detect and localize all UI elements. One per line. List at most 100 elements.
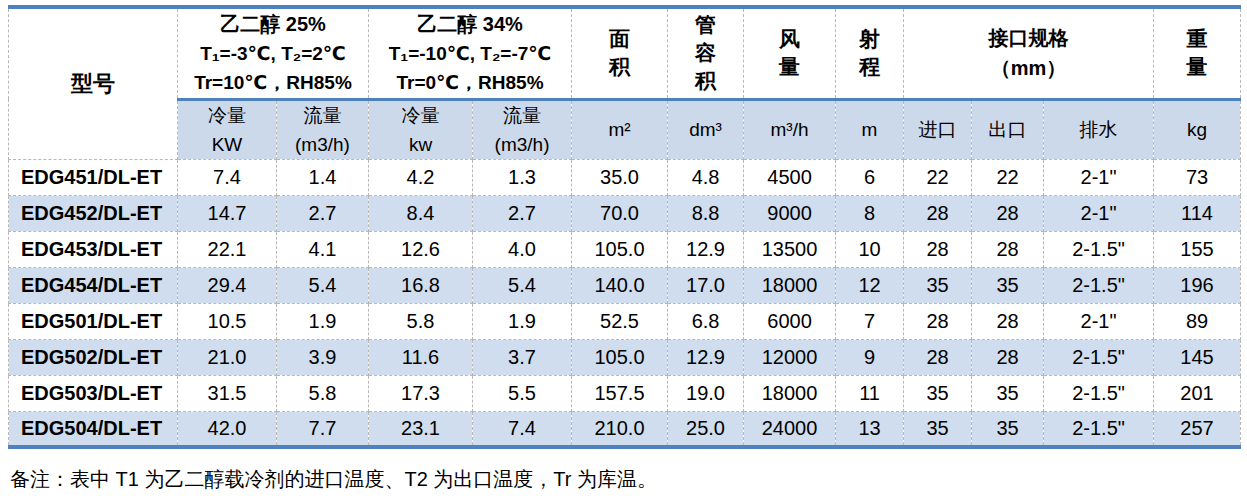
- data-cell: 11: [836, 375, 904, 411]
- table-row: EDG452/DL-ET14.72.78.42.770.08.890008282…: [9, 195, 1241, 231]
- subheader-inlet: 进口: [904, 99, 972, 159]
- glycol25-title: 乙二醇 25%: [178, 10, 368, 39]
- data-cell: 73: [1154, 159, 1241, 195]
- data-cell: 22: [904, 159, 972, 195]
- data-cell: 9: [836, 339, 904, 375]
- header-connection: 接口规格 （mm）: [904, 7, 1154, 99]
- data-cell: 35: [972, 375, 1044, 411]
- data-cell: 7.4: [178, 159, 277, 195]
- data-cell: 18000: [744, 267, 836, 303]
- subheader-outlet: 出口: [972, 99, 1044, 159]
- data-cell: 35: [972, 411, 1044, 447]
- spec-sheet: 型号 乙二醇 25% T₁=-3℃, T₂=2℃ Tr=10℃，RH85% 乙二…: [0, 0, 1247, 503]
- data-cell: 42.0: [178, 411, 277, 447]
- data-cell: 2-1.5": [1044, 231, 1154, 267]
- footnote: 备注：表中 T1 为乙二醇载冷剂的进口温度、T2 为出口温度，Tr 为库温。: [10, 466, 657, 493]
- data-cell: 28: [904, 339, 972, 375]
- data-cell: 28: [904, 303, 972, 339]
- model-cell: EDG501/DL-ET: [9, 303, 178, 339]
- model-cell: EDG503/DL-ET: [9, 375, 178, 411]
- data-cell: 114: [1154, 195, 1241, 231]
- data-cell: 2-1": [1044, 195, 1154, 231]
- data-cell: 13: [836, 411, 904, 447]
- data-cell: 2-1.5": [1044, 375, 1154, 411]
- data-cell: 6.8: [668, 303, 744, 339]
- data-cell: 35: [904, 267, 972, 303]
- subheader-cooling-34: 冷量 kw: [369, 99, 473, 159]
- data-cell: 157.5: [572, 375, 668, 411]
- data-cell: 210.0: [572, 411, 668, 447]
- model-cell: EDG504/DL-ET: [9, 411, 178, 447]
- data-cell: 201: [1154, 375, 1241, 411]
- header-area: 面 积: [572, 7, 668, 99]
- header-row-1: 型号 乙二醇 25% T₁=-3℃, T₂=2℃ Tr=10℃，RH85% 乙二…: [9, 7, 1241, 99]
- data-cell: 12000: [744, 339, 836, 375]
- glycol34-block: 乙二醇 34% T₁=-10℃, T₂=-7℃ Tr=0℃，RH85%: [369, 10, 571, 97]
- glycol25-block: 乙二醇 25% T₁=-3℃, T₂=2℃ Tr=10℃，RH85%: [178, 10, 368, 97]
- data-cell: 140.0: [572, 267, 668, 303]
- data-cell: 155: [1154, 231, 1241, 267]
- subheader-tube-unit: dm³: [668, 99, 744, 159]
- data-cell: 12.9: [668, 231, 744, 267]
- header-tube-volume: 管 容 积: [668, 7, 744, 99]
- data-cell: 17.0: [668, 267, 744, 303]
- data-cell: 21.0: [178, 339, 277, 375]
- data-cell: 2-1.5": [1044, 339, 1154, 375]
- data-cell: 196: [1154, 267, 1241, 303]
- data-cell: 5.5: [473, 375, 572, 411]
- glycol25-cond: Tr=10℃，RH85%: [178, 68, 368, 97]
- data-cell: 52.5: [572, 303, 668, 339]
- data-cell: 4.0: [473, 231, 572, 267]
- data-cell: 2.7: [277, 195, 369, 231]
- data-cell: 1.9: [277, 303, 369, 339]
- data-cell: 28: [972, 195, 1044, 231]
- data-cell: 35: [972, 267, 1044, 303]
- subheader-air-unit: m³/h: [744, 99, 836, 159]
- spec-table: 型号 乙二醇 25% T₁=-3℃, T₂=2℃ Tr=10℃，RH85% 乙二…: [8, 5, 1241, 449]
- data-cell: 2-1": [1044, 159, 1154, 195]
- subheader-weight-unit: kg: [1154, 99, 1241, 159]
- data-cell: 29.4: [178, 267, 277, 303]
- data-cell: 28: [972, 231, 1044, 267]
- data-cell: 3.7: [473, 339, 572, 375]
- subheader-flow-25: 流量 (m3/h): [277, 99, 369, 159]
- data-cell: 35.0: [572, 159, 668, 195]
- data-cell: 7: [836, 303, 904, 339]
- data-cell: 10: [836, 231, 904, 267]
- data-cell: 4.1: [277, 231, 369, 267]
- table-row: EDG454/DL-ET29.45.416.85.4140.017.018000…: [9, 267, 1241, 303]
- data-cell: 22.1: [178, 231, 277, 267]
- data-cell: 145: [1154, 339, 1241, 375]
- table-row: EDG504/DL-ET42.07.723.17.4210.025.024000…: [9, 411, 1241, 447]
- data-cell: 1.9: [473, 303, 572, 339]
- header-model: 型号: [9, 7, 178, 159]
- data-cell: 8.4: [369, 195, 473, 231]
- data-cell: 2.7: [473, 195, 572, 231]
- data-cell: 4.8: [668, 159, 744, 195]
- data-cell: 105.0: [572, 339, 668, 375]
- model-cell: EDG454/DL-ET: [9, 267, 178, 303]
- data-cell: 12.6: [369, 231, 473, 267]
- data-cell: 13500: [744, 231, 836, 267]
- data-cell: 31.5: [178, 375, 277, 411]
- data-cell: 5.8: [369, 303, 473, 339]
- data-cell: 10.5: [178, 303, 277, 339]
- data-cell: 23.1: [369, 411, 473, 447]
- data-cell: 3.9: [277, 339, 369, 375]
- table-body: EDG451/DL-ET7.41.44.21.335.04.8450062222…: [9, 159, 1241, 447]
- data-cell: 70.0: [572, 195, 668, 231]
- data-cell: 5.4: [473, 267, 572, 303]
- data-cell: 2-1.5": [1044, 267, 1154, 303]
- data-cell: 4.2: [369, 159, 473, 195]
- header-row-2: 冷量 KW 流量 (m3/h) 冷量 kw 流量 (m3/h) m² dm³ m…: [9, 99, 1241, 159]
- data-cell: 35: [904, 375, 972, 411]
- data-cell: 14.7: [178, 195, 277, 231]
- data-cell: 19.0: [668, 375, 744, 411]
- data-cell: 7.4: [473, 411, 572, 447]
- table-row: EDG501/DL-ET10.51.95.81.952.56.860007282…: [9, 303, 1241, 339]
- subheader-cooling-25: 冷量 KW: [178, 99, 277, 159]
- glycol34-temps: T₁=-10℃, T₂=-7℃: [369, 39, 571, 68]
- data-cell: 17.3: [369, 375, 473, 411]
- model-cell: EDG452/DL-ET: [9, 195, 178, 231]
- data-cell: 2-1.5": [1044, 411, 1154, 447]
